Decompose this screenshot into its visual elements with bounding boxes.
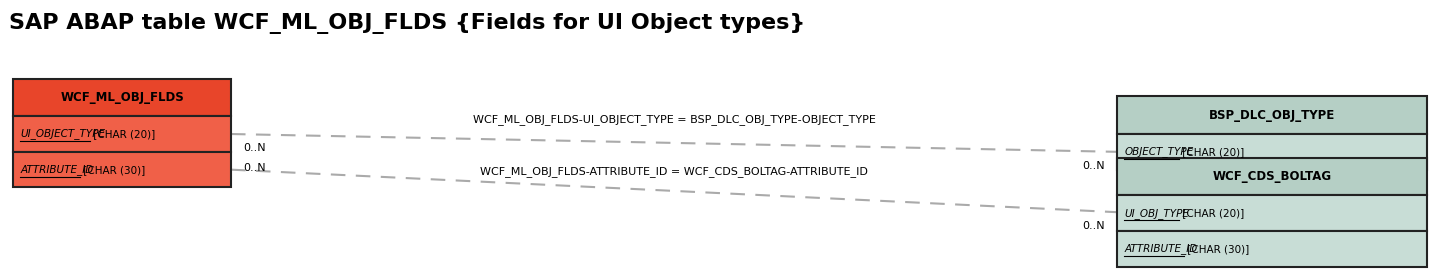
Text: 0..N: 0..N <box>243 143 266 153</box>
Bar <box>1118 158 1427 195</box>
Text: UI_OBJECT_TYPE: UI_OBJECT_TYPE <box>20 128 105 140</box>
Text: WCF_ML_OBJ_FLDS-ATTRIBUTE_ID = WCF_CDS_BOLTAG-ATTRIBUTE_ID: WCF_ML_OBJ_FLDS-ATTRIBUTE_ID = WCF_CDS_B… <box>481 166 868 177</box>
Text: ATTRIBUTE_ID: ATTRIBUTE_ID <box>1125 243 1197 254</box>
Bar <box>1118 195 1427 231</box>
Bar <box>13 116 231 152</box>
Text: 0..N: 0..N <box>243 163 266 173</box>
Text: [CHAR (20)]: [CHAR (20)] <box>1180 147 1245 157</box>
Text: WCF_CDS_BOLTAG: WCF_CDS_BOLTAG <box>1213 170 1331 183</box>
Text: [CHAR (20)]: [CHAR (20)] <box>90 129 156 139</box>
Text: ATTRIBUTE_ID: ATTRIBUTE_ID <box>20 164 94 175</box>
Text: [CHAR (30)]: [CHAR (30)] <box>81 165 146 175</box>
Text: UI_OBJ_TYPE: UI_OBJ_TYPE <box>1125 208 1188 219</box>
Text: [CHAR (30)]: [CHAR (30)] <box>1184 244 1249 254</box>
Text: WCF_ML_OBJ_FLDS-UI_OBJECT_TYPE = BSP_DLC_OBJ_TYPE-OBJECT_TYPE: WCF_ML_OBJ_FLDS-UI_OBJECT_TYPE = BSP_DLC… <box>472 114 875 125</box>
Text: SAP ABAP table WCF_ML_OBJ_FLDS {Fields for UI Object types}: SAP ABAP table WCF_ML_OBJ_FLDS {Fields f… <box>9 13 806 34</box>
Bar <box>13 79 231 116</box>
Text: OBJECT_TYPE: OBJECT_TYPE <box>1125 146 1193 157</box>
Text: WCF_ML_OBJ_FLDS: WCF_ML_OBJ_FLDS <box>61 91 183 104</box>
Text: BSP_DLC_OBJ_TYPE: BSP_DLC_OBJ_TYPE <box>1209 109 1336 122</box>
Bar <box>13 152 231 188</box>
Text: 0..N: 0..N <box>1083 221 1105 231</box>
Text: [CHAR (20)]: [CHAR (20)] <box>1180 208 1245 218</box>
Text: 0..N: 0..N <box>1083 161 1105 171</box>
Bar <box>1118 96 1427 134</box>
Bar <box>1118 231 1427 267</box>
Bar <box>1118 134 1427 170</box>
